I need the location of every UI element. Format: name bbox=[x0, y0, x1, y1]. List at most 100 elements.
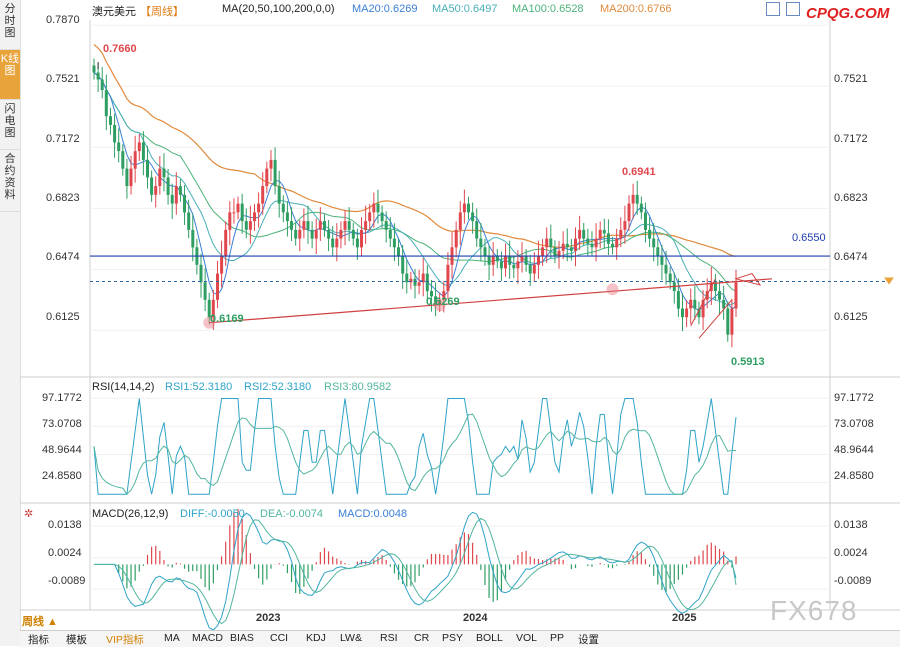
candle-body bbox=[413, 278, 417, 286]
candle-body bbox=[298, 229, 302, 239]
x-tick-label: 2023 bbox=[256, 612, 281, 624]
candle-body bbox=[462, 203, 466, 213]
candle-body bbox=[220, 256, 224, 274]
toolbar-lw[interactable]: LW& bbox=[340, 632, 362, 644]
macd-right-y-tick: 0.0024 bbox=[834, 547, 868, 559]
tab-flash-chart[interactable]: 闪电图 bbox=[0, 100, 20, 150]
candle-body bbox=[561, 243, 565, 251]
candle-body bbox=[722, 299, 726, 309]
candle-body bbox=[166, 177, 170, 195]
y-tick-label: 0.6823 bbox=[46, 192, 80, 204]
tab-contract-info[interactable]: 合约资料 bbox=[0, 150, 20, 212]
tab-kline[interactable]: K线图 bbox=[0, 50, 20, 100]
toolbar-kdj[interactable]: KDJ bbox=[306, 632, 326, 644]
candle-body bbox=[495, 256, 499, 262]
candle-body bbox=[265, 168, 269, 187]
candle-body bbox=[454, 229, 458, 248]
candle-body bbox=[611, 243, 614, 248]
candle-body bbox=[170, 194, 174, 204]
candle-body bbox=[109, 116, 112, 125]
candle-body bbox=[207, 299, 211, 318]
toolbar-cci[interactable]: CCI bbox=[270, 632, 289, 644]
candle-body bbox=[269, 159, 273, 169]
period-selector[interactable]: 周线 ▲ bbox=[22, 616, 58, 628]
rsi3-line bbox=[93, 398, 737, 495]
toolbar-ma[interactable]: MA bbox=[164, 632, 180, 644]
candle-body bbox=[257, 203, 261, 213]
period-tag[interactable]: 【周线】 bbox=[140, 6, 184, 18]
toolbar-bias[interactable]: BIAS bbox=[230, 632, 254, 644]
candle-body bbox=[376, 203, 380, 213]
macd-diff-line bbox=[94, 511, 737, 631]
candle-body bbox=[598, 229, 602, 239]
macd-diff-value: DIFF:-0.0050 bbox=[180, 508, 245, 520]
candle-body bbox=[537, 256, 540, 265]
toolbar-boll[interactable]: BOLL bbox=[476, 632, 503, 644]
rsi-y-tick: 73.0708 bbox=[42, 418, 82, 430]
rsi-y-tick: 97.1772 bbox=[42, 392, 82, 404]
candle-body bbox=[384, 221, 388, 230]
candle-body bbox=[216, 273, 219, 300]
y-tick-label: 0.7521 bbox=[46, 73, 80, 85]
ma100-line bbox=[93, 72, 737, 292]
right-y-tick-label: 0.6125 bbox=[834, 311, 868, 323]
ma-params: MA(20,50,100,200,0,0) bbox=[222, 3, 335, 15]
toolbar-indicators[interactable]: 指标 bbox=[28, 634, 49, 646]
right-y-tick-label: 0.7521 bbox=[834, 73, 868, 85]
candle-body bbox=[302, 221, 306, 230]
candle-body bbox=[100, 79, 104, 90]
candle-body bbox=[475, 221, 479, 239]
candle-body bbox=[623, 221, 627, 230]
candle-body bbox=[294, 229, 298, 239]
candle-body bbox=[656, 247, 660, 256]
settings-grid-icon[interactable] bbox=[786, 2, 800, 16]
candle-body bbox=[203, 282, 207, 300]
candle-body bbox=[553, 247, 557, 256]
candle-body bbox=[174, 186, 178, 204]
candle-body bbox=[627, 203, 631, 222]
toolbar-rsi[interactable]: RSI bbox=[380, 632, 398, 644]
macd-right-y-tick: 0.0138 bbox=[834, 519, 868, 531]
rsi1-value: RSI1:52.3180 bbox=[165, 381, 233, 393]
toolbar-cr[interactable]: CR bbox=[414, 632, 430, 644]
candle-body bbox=[713, 282, 717, 291]
candle-body bbox=[590, 243, 594, 248]
expand-icon[interactable] bbox=[766, 2, 780, 16]
candle-body bbox=[281, 203, 285, 213]
toolbar-vip[interactable]: VIP指标 bbox=[106, 634, 144, 646]
candle-body bbox=[639, 203, 643, 213]
candle-body bbox=[236, 203, 240, 213]
candle-body bbox=[129, 168, 133, 187]
candle-body bbox=[512, 264, 516, 269]
candle-body bbox=[244, 221, 248, 230]
candle-body bbox=[240, 203, 244, 222]
tab-intraday[interactable]: 分时图 bbox=[0, 0, 20, 50]
right-y-tick-label: 0.6474 bbox=[834, 251, 868, 263]
rsi-y-tick: 24.8580 bbox=[42, 470, 82, 482]
toolbar-template[interactable]: 模板 bbox=[66, 634, 87, 646]
candle-body bbox=[467, 203, 470, 213]
candle-body bbox=[318, 221, 322, 230]
candle-body bbox=[730, 308, 734, 335]
toolbar-psy[interactable]: PSY bbox=[442, 632, 464, 644]
candle-body bbox=[438, 299, 442, 305]
ma100-value: MA100:0.6528 bbox=[512, 3, 584, 15]
macd-settings-icon[interactable]: ✲ bbox=[24, 508, 34, 520]
macd-y-tick: 0.0138 bbox=[48, 519, 82, 531]
candle-body bbox=[430, 291, 433, 297]
candle-body bbox=[199, 264, 203, 283]
annotation-low-2022: 0.6169 bbox=[210, 313, 244, 325]
candle-body bbox=[368, 212, 372, 222]
toolbar-vol[interactable]: VOL bbox=[516, 632, 538, 644]
toolbar-settings[interactable]: 设置 bbox=[578, 634, 599, 646]
candle-body bbox=[516, 261, 520, 269]
toolbar-macd[interactable]: MACD bbox=[192, 632, 223, 644]
left-sidebar: 分时图 K线图 闪电图 合约资料 bbox=[0, 0, 21, 646]
candle-body bbox=[187, 212, 191, 230]
candle-body bbox=[96, 72, 100, 80]
candle-body bbox=[718, 291, 721, 300]
toolbar-pp[interactable]: PP bbox=[550, 632, 565, 644]
candle-body bbox=[697, 308, 701, 318]
candle-body bbox=[277, 186, 281, 204]
rsi-right-y-tick: 73.0708 bbox=[834, 418, 874, 430]
